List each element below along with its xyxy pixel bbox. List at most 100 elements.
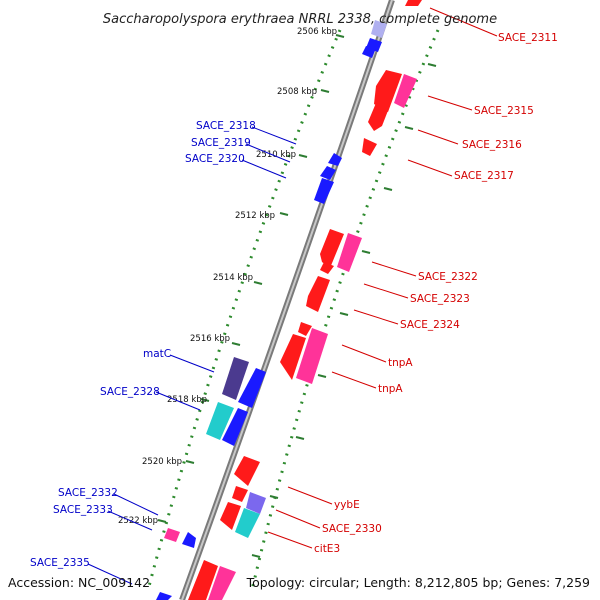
label-connector <box>363 283 409 299</box>
label-connector <box>429 7 498 37</box>
outer-tick-mark <box>339 312 349 316</box>
scale-tick-label: 2522 kbp <box>118 516 158 526</box>
gene-arrow[interactable] <box>328 153 342 166</box>
gene-label[interactable]: SACE_2322 <box>418 271 478 283</box>
scale-tick-label: 2514 kbp <box>213 273 253 283</box>
scale-tick-mark <box>200 398 210 402</box>
gene-arrow[interactable] <box>298 322 312 336</box>
gene-label[interactable]: SACE_2324 <box>400 319 460 331</box>
scale-tick-mark <box>185 460 195 464</box>
gene-label[interactable]: SACE_2316 <box>462 139 522 151</box>
gene-label[interactable]: SACE_2328 <box>100 386 160 398</box>
gene-arrow[interactable] <box>220 502 241 530</box>
gene-label[interactable]: SACE_2335 <box>30 557 90 569</box>
scale-tick-label: 2508 kbp <box>277 87 317 97</box>
gene-label[interactable]: SACE_2323 <box>410 293 470 305</box>
gene-label[interactable]: SACE_2333 <box>53 504 113 516</box>
outer-tick-mark <box>427 63 437 67</box>
label-connector <box>353 309 399 325</box>
scale-tick-mark <box>231 342 241 346</box>
gene-label[interactable]: yybE <box>334 499 360 511</box>
gene-label[interactable]: SACE_2311 <box>498 32 558 44</box>
scale-ticks <box>157 34 345 523</box>
gene-arrow[interactable] <box>320 229 344 268</box>
gene-arrow[interactable] <box>314 178 334 204</box>
gene-arrow[interactable] <box>280 334 306 380</box>
gene-arrow[interactable] <box>374 70 402 112</box>
gene-arrow[interactable] <box>156 592 172 600</box>
scale-tick-mark <box>298 154 308 158</box>
gene-feature[interactable] <box>164 528 180 542</box>
gene-label[interactable]: tnpA <box>388 357 413 369</box>
scale-tick-label: 2518 kbp <box>167 395 207 405</box>
genome-backbone-highlight <box>181 0 393 600</box>
gene-label[interactable]: citE3 <box>314 543 340 555</box>
gene-feature[interactable] <box>208 566 236 600</box>
gene-arrow[interactable] <box>362 138 377 156</box>
gene-label[interactable]: SACE_2317 <box>454 170 514 182</box>
label-connector <box>275 509 321 529</box>
genome-summary-text: Topology: circular; Length: 8,212,805 bp… <box>246 575 590 590</box>
gene-label[interactable]: tnpA <box>378 383 403 395</box>
gene-label[interactable]: SACE_2320 <box>185 153 245 165</box>
label-connector <box>155 391 201 411</box>
scale-tick-label: 2512 kbp <box>235 211 275 221</box>
scale-tick-mark <box>157 519 167 523</box>
label-connector <box>417 129 459 145</box>
label-connector <box>427 95 473 111</box>
outer-tick-mark <box>361 250 371 254</box>
reverse-genes <box>156 20 387 600</box>
outer-tick-mark <box>404 126 414 130</box>
label-connector <box>245 143 291 163</box>
gene-label[interactable]: SACE_2319 <box>191 137 251 149</box>
outer-tick-mark <box>383 187 393 191</box>
map-title: Saccharopolyspora erythraea NRRL 2338, c… <box>103 12 497 27</box>
gene-arrow[interactable] <box>232 486 248 502</box>
label-connector <box>107 510 153 531</box>
outer-dotted-ring <box>250 29 440 591</box>
scale-tick-label: 2506 kbp <box>297 27 337 37</box>
scale-tick-mark <box>253 281 263 285</box>
label-connector <box>169 354 215 373</box>
outer-tick-mark <box>269 495 279 499</box>
gene-feature-light[interactable] <box>371 20 387 38</box>
scale-tick-label: 2516 kbp <box>190 334 230 344</box>
outer-tick-mark <box>251 554 261 558</box>
gene-arrow[interactable] <box>320 262 334 274</box>
gene-arrow[interactable] <box>182 532 196 548</box>
gene-arrow[interactable] <box>405 0 422 6</box>
label-connector <box>241 159 287 179</box>
gene-arrow[interactable] <box>238 368 266 408</box>
gene-arrow[interactable] <box>320 166 336 180</box>
outer-tick-mark <box>317 374 327 378</box>
gene-feature-purple[interactable] <box>246 492 266 514</box>
gene-feature-cyan[interactable] <box>206 402 234 440</box>
gene-arrow[interactable] <box>306 276 330 312</box>
gene-feature[interactable] <box>296 328 328 384</box>
gene-label[interactable]: matC <box>143 348 171 360</box>
label-connector <box>287 486 333 505</box>
gene-label[interactable]: SACE_2332 <box>58 487 118 499</box>
reverse-label-connectors <box>87 126 297 585</box>
gene-label[interactable]: SACE_2330 <box>322 523 382 535</box>
gene-arrow[interactable] <box>368 103 389 131</box>
gene-arrow[interactable] <box>188 560 218 600</box>
label-connector <box>87 563 133 585</box>
label-connector <box>371 261 417 277</box>
forward-label-connectors <box>267 7 498 549</box>
gene-feature[interactable] <box>337 233 362 272</box>
scale-tick-mark <box>279 212 289 216</box>
gene-feature[interactable] <box>394 74 417 108</box>
gene-label[interactable]: SACE_2318 <box>196 120 256 132</box>
gene-arrow[interactable] <box>362 46 376 58</box>
label-connector <box>267 531 313 549</box>
gene-feature-cyan[interactable] <box>235 508 260 538</box>
scale-tick-label: 2520 kbp <box>142 457 182 467</box>
gene-feature-purple[interactable] <box>222 357 249 400</box>
gene-arrow[interactable] <box>234 456 260 486</box>
outer-tick-mark <box>295 436 305 440</box>
gene-arrow[interactable] <box>222 408 248 446</box>
inner-dotted-ring <box>146 29 342 591</box>
gene-label[interactable]: SACE_2315 <box>474 105 534 117</box>
